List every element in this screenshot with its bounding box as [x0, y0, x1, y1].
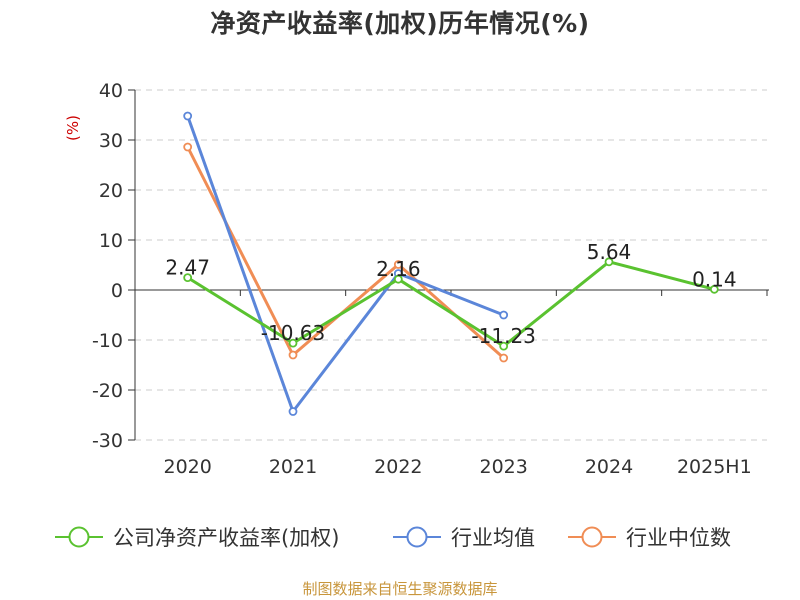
grid-lines [135, 89, 767, 441]
data-point [288, 407, 298, 416]
y-tick-label: 40 [99, 80, 123, 102]
data-label: 2.47 [165, 256, 210, 280]
data-point [183, 142, 193, 152]
data-point [604, 257, 614, 267]
data-point [393, 274, 403, 284]
source-footer: 制图数据来自恒生聚源数据库 [302, 580, 498, 598]
data-label: -10.63 [261, 321, 325, 345]
y-tick-label: 20 [99, 180, 123, 202]
data-label: 5.64 [587, 240, 632, 264]
data-labels: 2.47 -10.63 2.16 -11.23 5.64 0.14 [165, 240, 736, 348]
x-tick-label: 2022 [374, 456, 422, 478]
data-series [183, 111, 719, 416]
data-label: -11.23 [471, 324, 535, 348]
legend: 公司净资产收益率(加权) 行业均值 行业中位数 [55, 526, 731, 550]
series-line [186, 115, 505, 413]
data-point [709, 284, 719, 294]
legend-marker [581, 526, 603, 548]
y-tick-label: -10 [92, 330, 123, 352]
x-tick-label: 2023 [479, 456, 527, 478]
data-label: 2.16 [376, 257, 421, 281]
legend-marker [406, 526, 428, 548]
y-tick-label: 30 [99, 130, 123, 152]
x-tick-label: 2024 [585, 456, 633, 478]
data-point [499, 341, 509, 351]
y-tick-label: 10 [99, 230, 123, 252]
data-point [499, 310, 509, 320]
data-point [499, 353, 509, 363]
axes: 40 30 20 10 0 -10 -20 -30 2020 2021 2022 2023 2024 20… [64, 80, 769, 478]
y-tick-label: 0 [111, 280, 123, 302]
x-tick-label: 2020 [163, 456, 211, 478]
x-tick-label: 2021 [269, 456, 317, 478]
data-point [183, 111, 193, 121]
y-axis-label: (%) [64, 115, 82, 141]
series-line [186, 260, 715, 348]
legend-label: 公司净资产收益率(加权) [113, 526, 339, 550]
y-tick-label: -30 [92, 430, 123, 452]
data-point [393, 260, 403, 269]
legend-label: 行业中位数 [626, 526, 731, 550]
data-point [183, 273, 193, 283]
x-tick-label: 2025H1 [677, 456, 752, 478]
chart-title: 净资产收益率(加权)历年情况(%) [210, 9, 590, 38]
data-label: 0.14 [692, 267, 737, 291]
legend-label: 行业均值 [451, 526, 535, 550]
legend-marker [68, 526, 90, 548]
y-tick-label: -20 [92, 380, 123, 402]
data-point [288, 338, 298, 348]
data-point [288, 350, 298, 360]
